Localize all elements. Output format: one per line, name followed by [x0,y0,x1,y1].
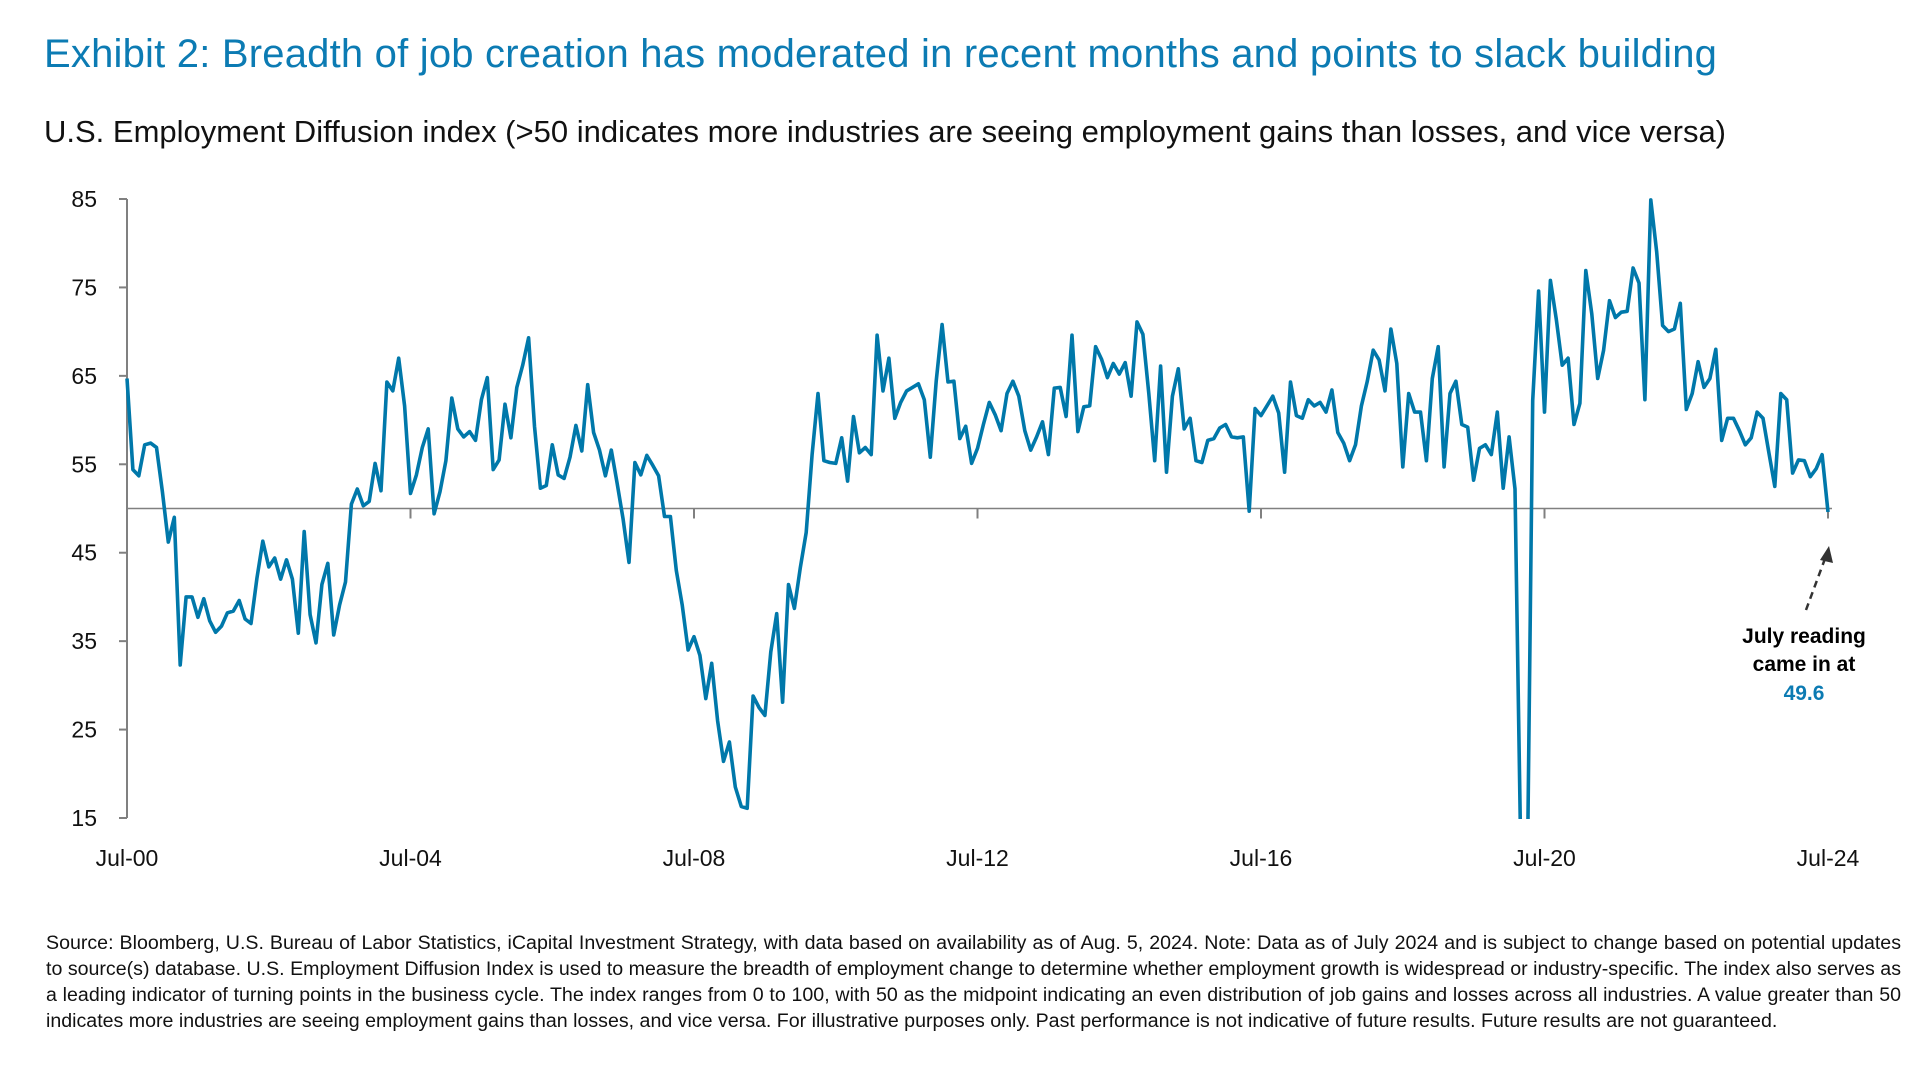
x-axis: Jul-00 Jul-04 Jul-08 Jul-12 Jul-16 Jul-20 Jul-… [96,508,1860,871]
chart-subtitle: U.S. Employment Diffusion index (>50 ind… [44,114,1727,149]
x-tick-label: Jul-12 [946,845,1009,871]
x-tick-label: Jul-24 [1797,845,1860,871]
x-tick-label: Jul-04 [379,845,442,871]
annotation-arrow [1804,555,1828,611]
y-tick-label: 75 [71,274,97,300]
y-tick-label: 25 [71,717,97,743]
y-tick-label: 55 [71,451,97,477]
diffusion-index-line [125,198,1830,819]
arrow-head-icon [1820,546,1833,563]
x-tick-label: Jul-08 [663,845,726,871]
y-tick-label: 85 [71,186,97,212]
footnote: Source: Bloomberg, U.S. Bureau of Labor … [46,932,1901,1032]
y-axis: 15 25 35 45 55 65 75 85 [71,186,128,831]
x-tick-label: Jul-00 [96,845,159,871]
y-tick-label: 65 [71,363,97,389]
annotation-value: 49.6 [1784,682,1825,705]
annotation-line-1: July reading [1742,625,1866,648]
chart-title: Exhibit 2: Breadth of job creation has m… [44,32,1718,76]
y-tick-label: 45 [71,540,97,566]
annotation: July reading came in at 49.6 [1742,546,1866,705]
annotation-line-2: came in at [1753,653,1856,676]
y-tick-label: 35 [71,628,97,654]
x-tick-label: Jul-20 [1513,845,1576,871]
line-chart: 15 25 35 45 55 65 75 85 Jul-00 Jul-04 Jul-08 Jul-1… [71,186,1866,871]
x-tick-label: Jul-16 [1230,845,1293,871]
y-tick-label: 15 [71,805,97,831]
